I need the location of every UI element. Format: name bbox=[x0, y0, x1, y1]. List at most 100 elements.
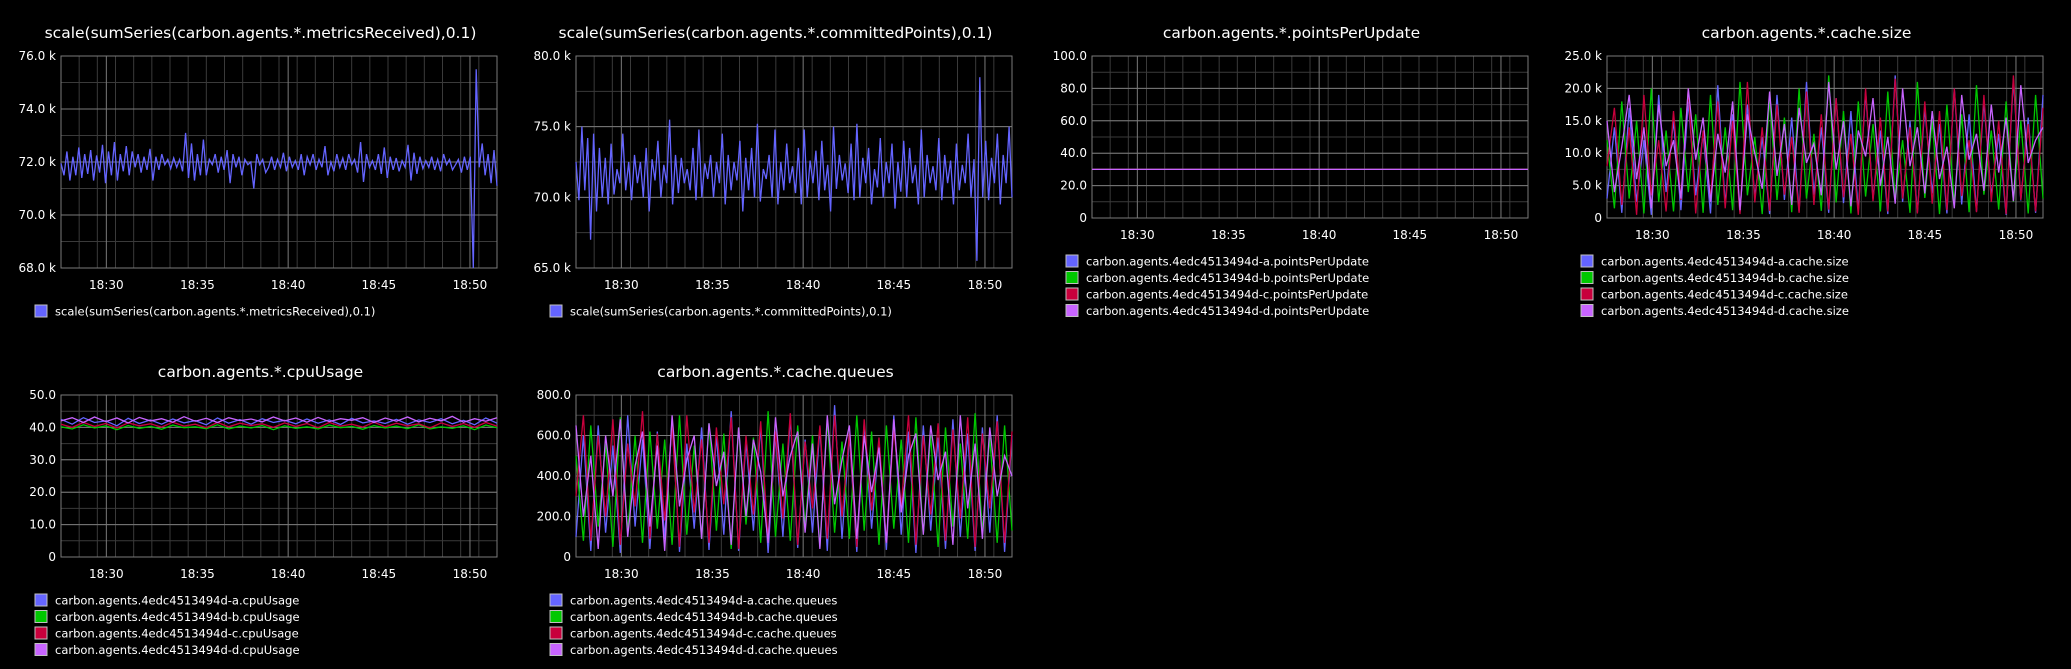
x-tick-label: 18:40 bbox=[1302, 228, 1337, 242]
legend-swatch bbox=[549, 643, 563, 656]
series-line-4 bbox=[1606, 81, 2044, 211]
legend-label: carbon.agents.4edc4513494d-d.cpuUsage bbox=[55, 643, 300, 657]
legend-label: carbon.agents.4edc4513494d-b.cache.size bbox=[1601, 271, 1849, 285]
y-tick-label: 25.0 k bbox=[1565, 49, 1603, 63]
legend-label: carbon.agents.4edc4513494d-c.pointsPerUp… bbox=[1086, 288, 1368, 302]
chart-title: carbon.agents.*.cache.size bbox=[1702, 24, 1912, 42]
legend-swatch bbox=[34, 593, 48, 607]
y-tick-label: 10.0 bbox=[29, 518, 56, 532]
legend-label: scale(sumSeries(carbon.agents.*.committe… bbox=[570, 305, 892, 319]
y-tick-label: 60.0 bbox=[1060, 114, 1087, 128]
chart-title: scale(sumSeries(carbon.agents.*.committe… bbox=[559, 24, 993, 42]
graph-committed-points[interactable]: scale(sumSeries(carbon.agents.*.committe… bbox=[515, 8, 1030, 328]
y-tick-label: 5.0 k bbox=[1572, 179, 1602, 193]
legend-swatch bbox=[1065, 287, 1079, 301]
series-line-1 bbox=[60, 69, 498, 269]
legend-label: carbon.agents.4edc4513494d-c.cache.size bbox=[1601, 288, 1848, 302]
x-tick-label: 18:40 bbox=[1817, 228, 1852, 242]
series-line-4 bbox=[575, 415, 1013, 551]
x-tick-label: 18:35 bbox=[695, 278, 730, 292]
x-tick-label: 18:40 bbox=[271, 567, 306, 581]
series-line-2 bbox=[60, 424, 498, 431]
y-tick-label: 0 bbox=[563, 550, 571, 564]
chart-title: scale(sumSeries(carbon.agents.*.metricsR… bbox=[45, 24, 477, 42]
legend-swatch bbox=[34, 643, 48, 656]
legend-label: carbon.agents.4edc4513494d-d.cache.size bbox=[1601, 304, 1849, 318]
x-tick-label: 18:35 bbox=[180, 278, 215, 292]
x-tick-label: 18:30 bbox=[89, 567, 124, 581]
x-tick-label: 18:30 bbox=[1120, 228, 1155, 242]
x-tick-label: 18:45 bbox=[362, 278, 397, 292]
legend-swatch bbox=[549, 626, 563, 640]
plot-border bbox=[1091, 55, 1529, 219]
y-tick-label: 20.0 k bbox=[1565, 81, 1603, 95]
graph-cache-size[interactable]: carbon.agents.*.cache.size 0 5.0 k 10.0 k 15… bbox=[1546, 8, 2061, 328]
legend-swatch bbox=[1580, 271, 1594, 284]
x-tick-label: 18:30 bbox=[89, 278, 124, 292]
y-tick-label: 40.0 bbox=[1060, 146, 1087, 160]
x-tick-label: 18:35 bbox=[1211, 228, 1246, 242]
x-tick-label: 18:50 bbox=[968, 567, 1003, 581]
y-tick-label: 70.0 k bbox=[19, 208, 57, 222]
y-tick-label: 68.0 k bbox=[19, 261, 57, 275]
legend-label: carbon.agents.4edc4513494d-b.cache.queue… bbox=[570, 610, 838, 624]
y-tick-label: 20.0 bbox=[1060, 179, 1087, 193]
x-tick-label: 18:35 bbox=[1726, 228, 1761, 242]
series-line-4 bbox=[60, 415, 498, 424]
legend-swatch bbox=[549, 304, 563, 318]
x-tick-label: 18:35 bbox=[180, 567, 215, 581]
legend-swatch bbox=[549, 593, 563, 607]
legend-label: carbon.agents.4edc4513494d-d.pointsPerUp… bbox=[1086, 304, 1369, 318]
y-tick-label: 15.0 k bbox=[1565, 114, 1603, 128]
legend-label: carbon.agents.4edc4513494d-c.cpuUsage bbox=[55, 627, 299, 641]
x-tick-label: 18:45 bbox=[362, 567, 397, 581]
x-tick-label: 18:50 bbox=[1999, 228, 2034, 242]
legend-swatch bbox=[1580, 254, 1594, 268]
x-tick-label: 18:50 bbox=[453, 278, 488, 292]
legend-label: carbon.agents.4edc4513494d-c.cache.queue… bbox=[570, 627, 837, 641]
y-tick-label: 72.0 k bbox=[19, 155, 57, 169]
y-tick-label: 40.0 bbox=[29, 420, 56, 434]
legend-swatch bbox=[34, 626, 48, 640]
x-tick-label: 18:30 bbox=[604, 567, 639, 581]
legend-swatch bbox=[34, 304, 48, 318]
y-tick-label: 80.0 bbox=[1060, 81, 1087, 95]
legend-swatch bbox=[1065, 271, 1079, 284]
x-tick-label: 18:45 bbox=[1393, 228, 1428, 242]
graph-cache-queues[interactable]: carbon.agents.*.cache.queues 0 200.0 400.0 6… bbox=[515, 347, 1030, 667]
y-tick-label: 75.0 k bbox=[534, 120, 572, 134]
legend-swatch bbox=[1580, 287, 1594, 301]
graph-metrics-received[interactable]: scale(sumSeries(carbon.agents.*.metricsR… bbox=[0, 8, 515, 328]
y-tick-label: 65.0 k bbox=[534, 261, 572, 275]
legend-label: carbon.agents.4edc4513494d-a.cache.size bbox=[1601, 255, 1849, 269]
x-tick-label: 18:50 bbox=[968, 278, 1003, 292]
y-tick-label: 20.0 bbox=[29, 485, 56, 499]
y-tick-label: 800.0 bbox=[537, 388, 571, 402]
y-tick-label: 200.0 bbox=[537, 510, 571, 524]
x-tick-label: 18:50 bbox=[1484, 228, 1519, 242]
x-tick-label: 18:45 bbox=[877, 278, 912, 292]
graph-points-per-update[interactable]: carbon.agents.*.pointsPerUpdate 0 20.0 40.0… bbox=[1031, 8, 1546, 328]
plot-border bbox=[60, 55, 498, 269]
y-tick-label: 0 bbox=[1079, 211, 1087, 225]
graph-cpu-usage[interactable]: carbon.agents.*.cpuUsage 0 10.0 20.0 30.0 40.… bbox=[0, 347, 515, 667]
legend-label: carbon.agents.4edc4513494d-b.cpuUsage bbox=[55, 610, 300, 624]
chart-title: carbon.agents.*.cache.queues bbox=[657, 363, 893, 381]
y-tick-label: 76.0 k bbox=[19, 49, 57, 63]
x-tick-label: 18:45 bbox=[877, 567, 912, 581]
y-tick-label: 600.0 bbox=[537, 429, 571, 443]
y-tick-label: 0 bbox=[1594, 211, 1602, 225]
y-tick-label: 10.0 k bbox=[1565, 146, 1603, 160]
y-tick-label: 100.0 bbox=[1053, 49, 1087, 63]
legend-label: carbon.agents.4edc4513494d-a.cache.queue… bbox=[570, 594, 837, 608]
legend-swatch bbox=[1065, 304, 1079, 317]
y-tick-label: 400.0 bbox=[537, 469, 571, 483]
legend-swatch bbox=[549, 610, 563, 623]
legend-label: carbon.agents.4edc4513494d-a.cpuUsage bbox=[55, 594, 299, 608]
series-line-3 bbox=[60, 421, 498, 429]
chart-title: carbon.agents.*.pointsPerUpdate bbox=[1163, 24, 1420, 42]
legend-label: carbon.agents.4edc4513494d-b.pointsPerUp… bbox=[1086, 271, 1369, 285]
series-line-1 bbox=[60, 416, 498, 427]
y-tick-label: 70.0 k bbox=[534, 190, 572, 204]
